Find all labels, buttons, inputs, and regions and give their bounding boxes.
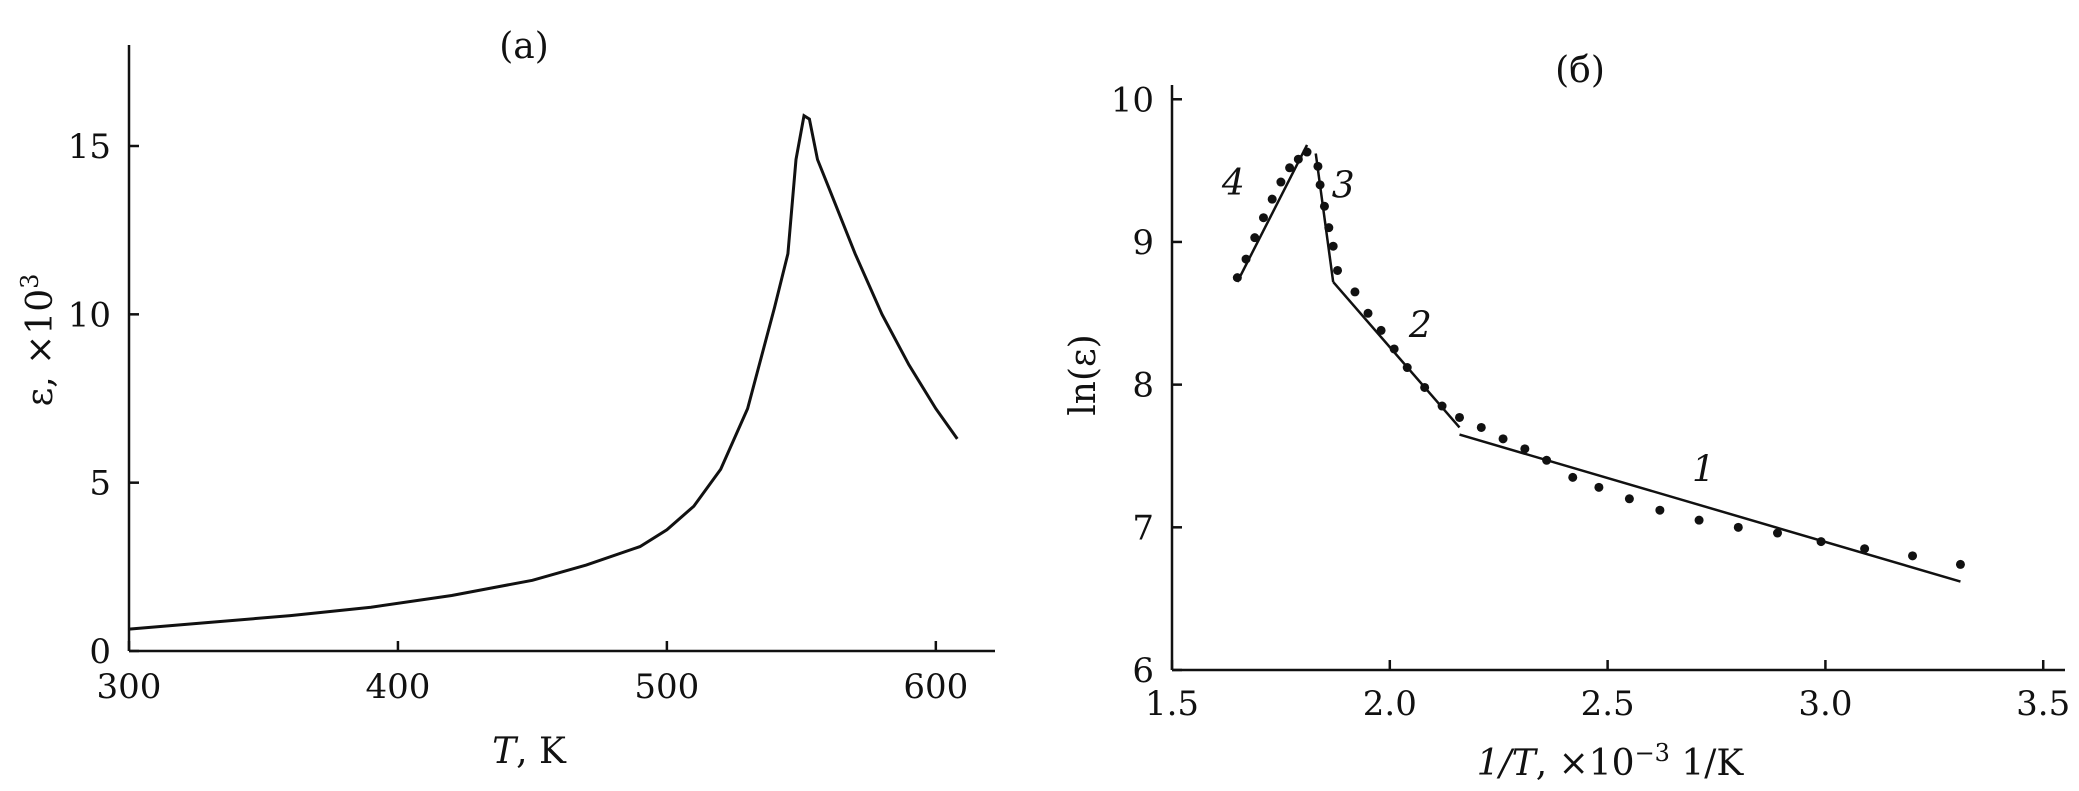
panel-b-fit-label-1: 1 bbox=[1692, 450, 1715, 491]
panel-b-y-tick-label: 9 bbox=[1132, 223, 1154, 263]
panel-b-data-point bbox=[1733, 522, 1743, 532]
panel-a-permittivity-curve bbox=[128, 113, 959, 631]
panel-b-data-point bbox=[1624, 494, 1634, 504]
panel-a-y-axis-text: ε, ×10 bbox=[20, 289, 61, 407]
panel-b-data-point bbox=[1319, 201, 1329, 211]
panel-b-y-tick-label: 8 bbox=[1132, 366, 1154, 406]
panel-b-data-point bbox=[1655, 505, 1665, 515]
panel-b-data-point bbox=[1333, 265, 1343, 275]
panel-a-ticks: 300 400 500 600 0 5 10 15 bbox=[68, 127, 969, 707]
panel-b-data-point bbox=[1542, 455, 1552, 465]
panel-b-data-point bbox=[1285, 163, 1295, 173]
panel-b-data-point bbox=[1402, 363, 1412, 373]
panel-b-x-tick-label: 3.0 bbox=[1798, 684, 1852, 724]
panel-a-x-axis-var: T bbox=[492, 731, 519, 772]
panel-b-y-tick-label: 6 bbox=[1132, 651, 1154, 691]
panel-b-data-point bbox=[1376, 325, 1386, 335]
panel-b-data-point bbox=[1276, 177, 1286, 187]
panel-b-x-axis-unit: , ×10 bbox=[1536, 743, 1635, 784]
panel-b-fit-lines bbox=[1236, 144, 1961, 583]
panel-b-data-point bbox=[1568, 472, 1578, 482]
panel-a-y-tick-label: 0 bbox=[89, 632, 111, 672]
panel-a-label: (a) bbox=[499, 26, 549, 67]
panel-b-data-point bbox=[1420, 382, 1430, 392]
panel-b-x-tick-label: 3.5 bbox=[2016, 684, 2070, 724]
panel-b-data-point bbox=[1293, 154, 1303, 164]
panel-b-data-point bbox=[1860, 544, 1870, 554]
panel-b-ticks: 1.5 2.0 2.5 3.0 3.5 6 7 8 9 10 bbox=[1111, 80, 2071, 724]
panel-b-fit-line-2 bbox=[1332, 281, 1461, 429]
panel-b-fit-label-4: 4 bbox=[1221, 163, 1245, 204]
panel-b-data-point bbox=[1455, 412, 1465, 422]
panel-a-x-tick-label: 600 bbox=[903, 667, 968, 707]
panel-b-label: (б) bbox=[1555, 50, 1605, 91]
panel-b-x-tick-label: 1.5 bbox=[1145, 684, 1199, 724]
panel-b-data-point bbox=[1363, 308, 1373, 318]
panel-b-x-axis-var: 1/T bbox=[1477, 743, 1539, 784]
panel-b-y-tick-label: 7 bbox=[1132, 508, 1154, 548]
panel-b-data-point bbox=[1232, 273, 1242, 283]
panel-a-x-tick-label: 400 bbox=[365, 667, 430, 707]
panel-b-data-point bbox=[1955, 559, 1965, 569]
panel-b-x-tick-label: 2.5 bbox=[1581, 684, 1635, 724]
panel-b-fit-labels: 1 2 3 4 bbox=[1221, 163, 1715, 491]
panel-b-chart: 1.5 2.0 2.5 3.0 3.5 6 7 8 9 10 1 2 3 4 (б) 1/T, ×10−… bbox=[1063, 50, 2070, 784]
panel-b-data-point bbox=[1437, 401, 1447, 411]
panel-b-fit-label-2: 2 bbox=[1408, 306, 1432, 347]
panel-b-data-point bbox=[1772, 528, 1782, 538]
panel-b-data-point bbox=[1258, 213, 1268, 223]
panel-b-data-points bbox=[1232, 147, 1965, 569]
panel-b-data-point bbox=[1520, 444, 1530, 454]
panel-b-x-axis-tail: 1/K bbox=[1670, 743, 1744, 784]
panel-b-x-tick-label: 2.0 bbox=[1363, 684, 1417, 724]
panel-b-data-point bbox=[1315, 180, 1325, 190]
panel-b-y-axis-label: ln(ε) bbox=[1063, 334, 1104, 415]
panel-b-data-point bbox=[1350, 287, 1360, 297]
panel-b-data-point bbox=[1816, 537, 1826, 547]
panel-b-data-point bbox=[1324, 223, 1334, 233]
panel-b-data-point bbox=[1328, 241, 1338, 251]
panel-b-data-point bbox=[1498, 434, 1508, 444]
panel-b-x-axis-label: 1/T, ×10−3 1/K bbox=[1477, 739, 1745, 784]
panel-b-x-axis-sup: −3 bbox=[1635, 739, 1670, 767]
panel-b-data-point bbox=[1250, 233, 1260, 243]
panel-a-x-tick-label: 300 bbox=[97, 667, 162, 707]
panel-a-x-axis-unit: , K bbox=[516, 731, 567, 772]
panel-b-data-point bbox=[1908, 551, 1918, 561]
panel-b-fit-label-3: 3 bbox=[1332, 165, 1355, 206]
panel-a-x-tick-label: 500 bbox=[634, 667, 699, 707]
panel-b-y-tick-label: 10 bbox=[1111, 80, 1154, 120]
panel-b-data-point bbox=[1241, 254, 1251, 264]
panel-b-data-point bbox=[1694, 515, 1704, 525]
panel-b-data-point bbox=[1594, 482, 1604, 492]
panel-a-x-axis-label: T, K bbox=[492, 731, 567, 772]
panel-a-y-tick-label: 10 bbox=[68, 295, 111, 335]
panel-a-y-axis-label: ε, ×103 bbox=[16, 274, 61, 407]
panel-b-data-point bbox=[1313, 161, 1323, 171]
panel-b-data-point bbox=[1476, 422, 1486, 432]
panel-b-data-point bbox=[1267, 194, 1277, 204]
panel-b-fit-line-3 bbox=[1314, 153, 1335, 283]
panel-b-data-point bbox=[1389, 344, 1399, 354]
panel-a-y-tick-label: 5 bbox=[89, 464, 111, 504]
panel-a-chart: 300 400 500 600 0 5 10 15 (a) T, K ε, ×103 bbox=[16, 26, 995, 772]
panel-a-y-axis-sup: 3 bbox=[16, 274, 44, 289]
panel-a-y-tick-label: 15 bbox=[68, 127, 111, 167]
panel-b-data-point bbox=[1302, 147, 1312, 157]
